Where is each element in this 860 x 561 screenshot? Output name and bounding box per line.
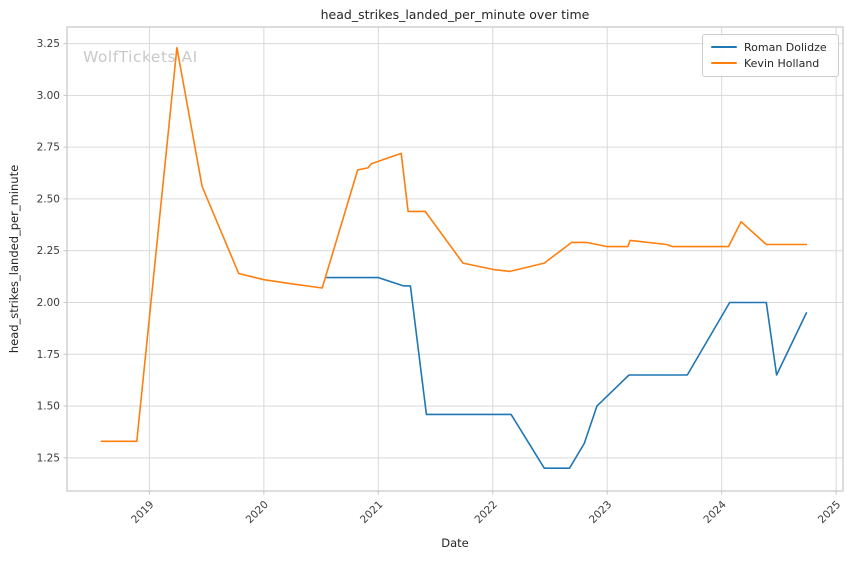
y-tick-label: 2.75	[37, 142, 60, 154]
y-tick-label: 3.25	[37, 38, 60, 50]
legend-line-swatch-blue-icon	[711, 46, 737, 48]
x-tick-label: 2021	[358, 499, 385, 526]
watermark: WolfTickets AI	[83, 48, 198, 66]
x-tick-label: 2019	[129, 499, 156, 526]
x-tick-label: 2020	[244, 499, 271, 526]
y-tick-label: 1.50	[37, 401, 60, 413]
legend-label: Roman Dolidze	[744, 40, 827, 54]
series-line-roman-dolidze	[325, 276, 808, 470]
x-tick-label: 2025	[816, 499, 843, 526]
y-tick-label: 1.25	[37, 452, 60, 464]
y-tick-label: 1.75	[37, 349, 60, 361]
y-tick-label: 2.00	[37, 297, 60, 309]
series-line-kevin-holland	[100, 46, 808, 443]
legend-line-swatch-orange-icon	[711, 62, 737, 64]
x-tick-label: 2022	[473, 499, 500, 526]
x-tick-label: 2023	[587, 499, 614, 526]
x-axis-label: Date	[441, 536, 469, 550]
y-tick-label: 2.50	[37, 193, 60, 205]
chart-title: head_strikes_landed_per_minute over time	[320, 7, 590, 22]
y-tick-label: 3.00	[37, 90, 60, 102]
legend-item-kevin-holland: Kevin Holland	[711, 55, 830, 71]
y-tick-label: 2.25	[37, 245, 60, 257]
plot-frame	[66, 26, 844, 492]
x-tick-label: 2024	[701, 498, 729, 526]
legend: Roman Dolidze Kevin Holland	[702, 34, 839, 77]
legend-item-roman-dolidze: Roman Dolidze	[711, 39, 830, 55]
legend-label: Kevin Holland	[744, 56, 820, 70]
